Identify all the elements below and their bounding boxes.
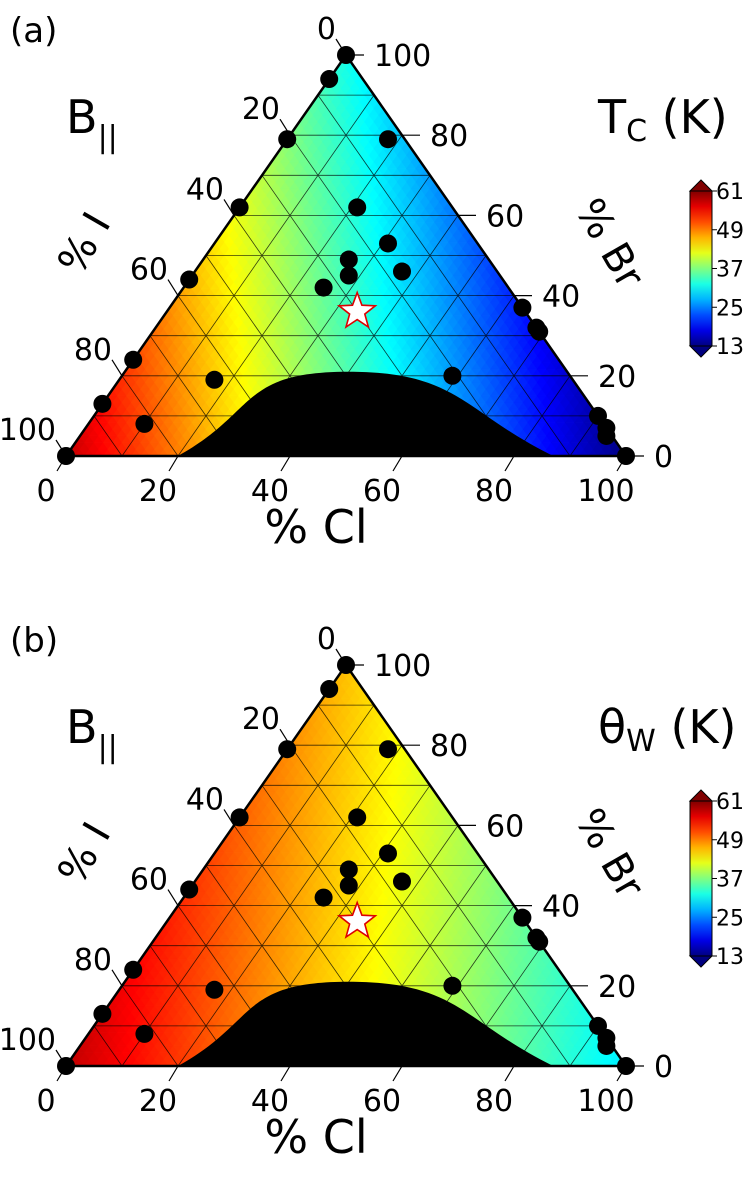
data-point [530,323,548,341]
data-point [205,371,223,389]
data-point [278,130,296,148]
quantity-symbol: T [597,90,627,144]
field-label: B|| [66,90,118,155]
quantity-subscript: C [626,114,647,149]
right-tick-label: 60 [486,199,524,234]
field-subscript: || [98,120,118,155]
data-point [379,130,397,148]
data-point [617,447,635,465]
data-point [315,279,333,297]
right-tick-label: 100 [374,39,431,74]
data-point [57,447,75,465]
bottom-tick-label: 80 [475,474,513,509]
data-point [379,234,397,252]
left-tick-label: 0 [317,12,336,47]
tick-mark [112,360,122,376]
colorbar-tick-label: 49 [716,219,744,244]
quantity-unit: (K) [647,90,728,144]
data-point [93,395,111,413]
data-point [124,351,142,369]
left-tick-label: 80 [74,333,112,368]
colorbar-tick-label: 37 [716,258,744,283]
bottom-tick-label: 20 [139,474,177,509]
data-point [231,198,249,216]
left-tick-label: 100 [0,413,56,448]
colorbar-tick-label: 25 [716,296,744,321]
data-point [340,267,358,285]
data-point [513,299,531,317]
tick-mark [169,456,178,471]
data-point [337,46,355,64]
tick-mark [505,456,514,471]
colorbar-max-arrow [690,180,712,191]
bottom-tick-label: 100 [577,474,634,509]
data-point [443,367,461,385]
right-tick-label: 80 [430,119,468,154]
tick-mark [393,456,402,471]
colorbar-tick-label: 61 [716,180,744,205]
left-tick-label: 40 [186,172,224,207]
colorbar-tick-label: 13 [716,335,744,360]
tick-mark [281,456,290,471]
quantity-label: TC (K) [597,90,728,149]
colorbar-min-arrow [690,346,712,357]
bottom-axis-title: % Cl [264,500,367,554]
data-point [597,427,615,445]
data-point [340,251,358,269]
colorbar [690,191,712,346]
bottom-tick-label: 60 [363,474,401,509]
data-point [348,198,366,216]
right-tick-label: 0 [654,440,673,475]
panel-label: (a) [10,11,57,51]
data-point [180,271,198,289]
data-point [393,263,411,281]
tick-mark [168,280,178,296]
left-axis-title: % I [49,205,120,282]
right-tick-label: 40 [542,280,580,315]
data-point [135,415,153,433]
bottom-tick-label: 0 [36,474,55,509]
left-tick-label: 20 [242,92,280,127]
right-tick-label: 20 [598,360,636,395]
data-point [320,70,338,88]
left-tick-label: 60 [130,253,168,288]
